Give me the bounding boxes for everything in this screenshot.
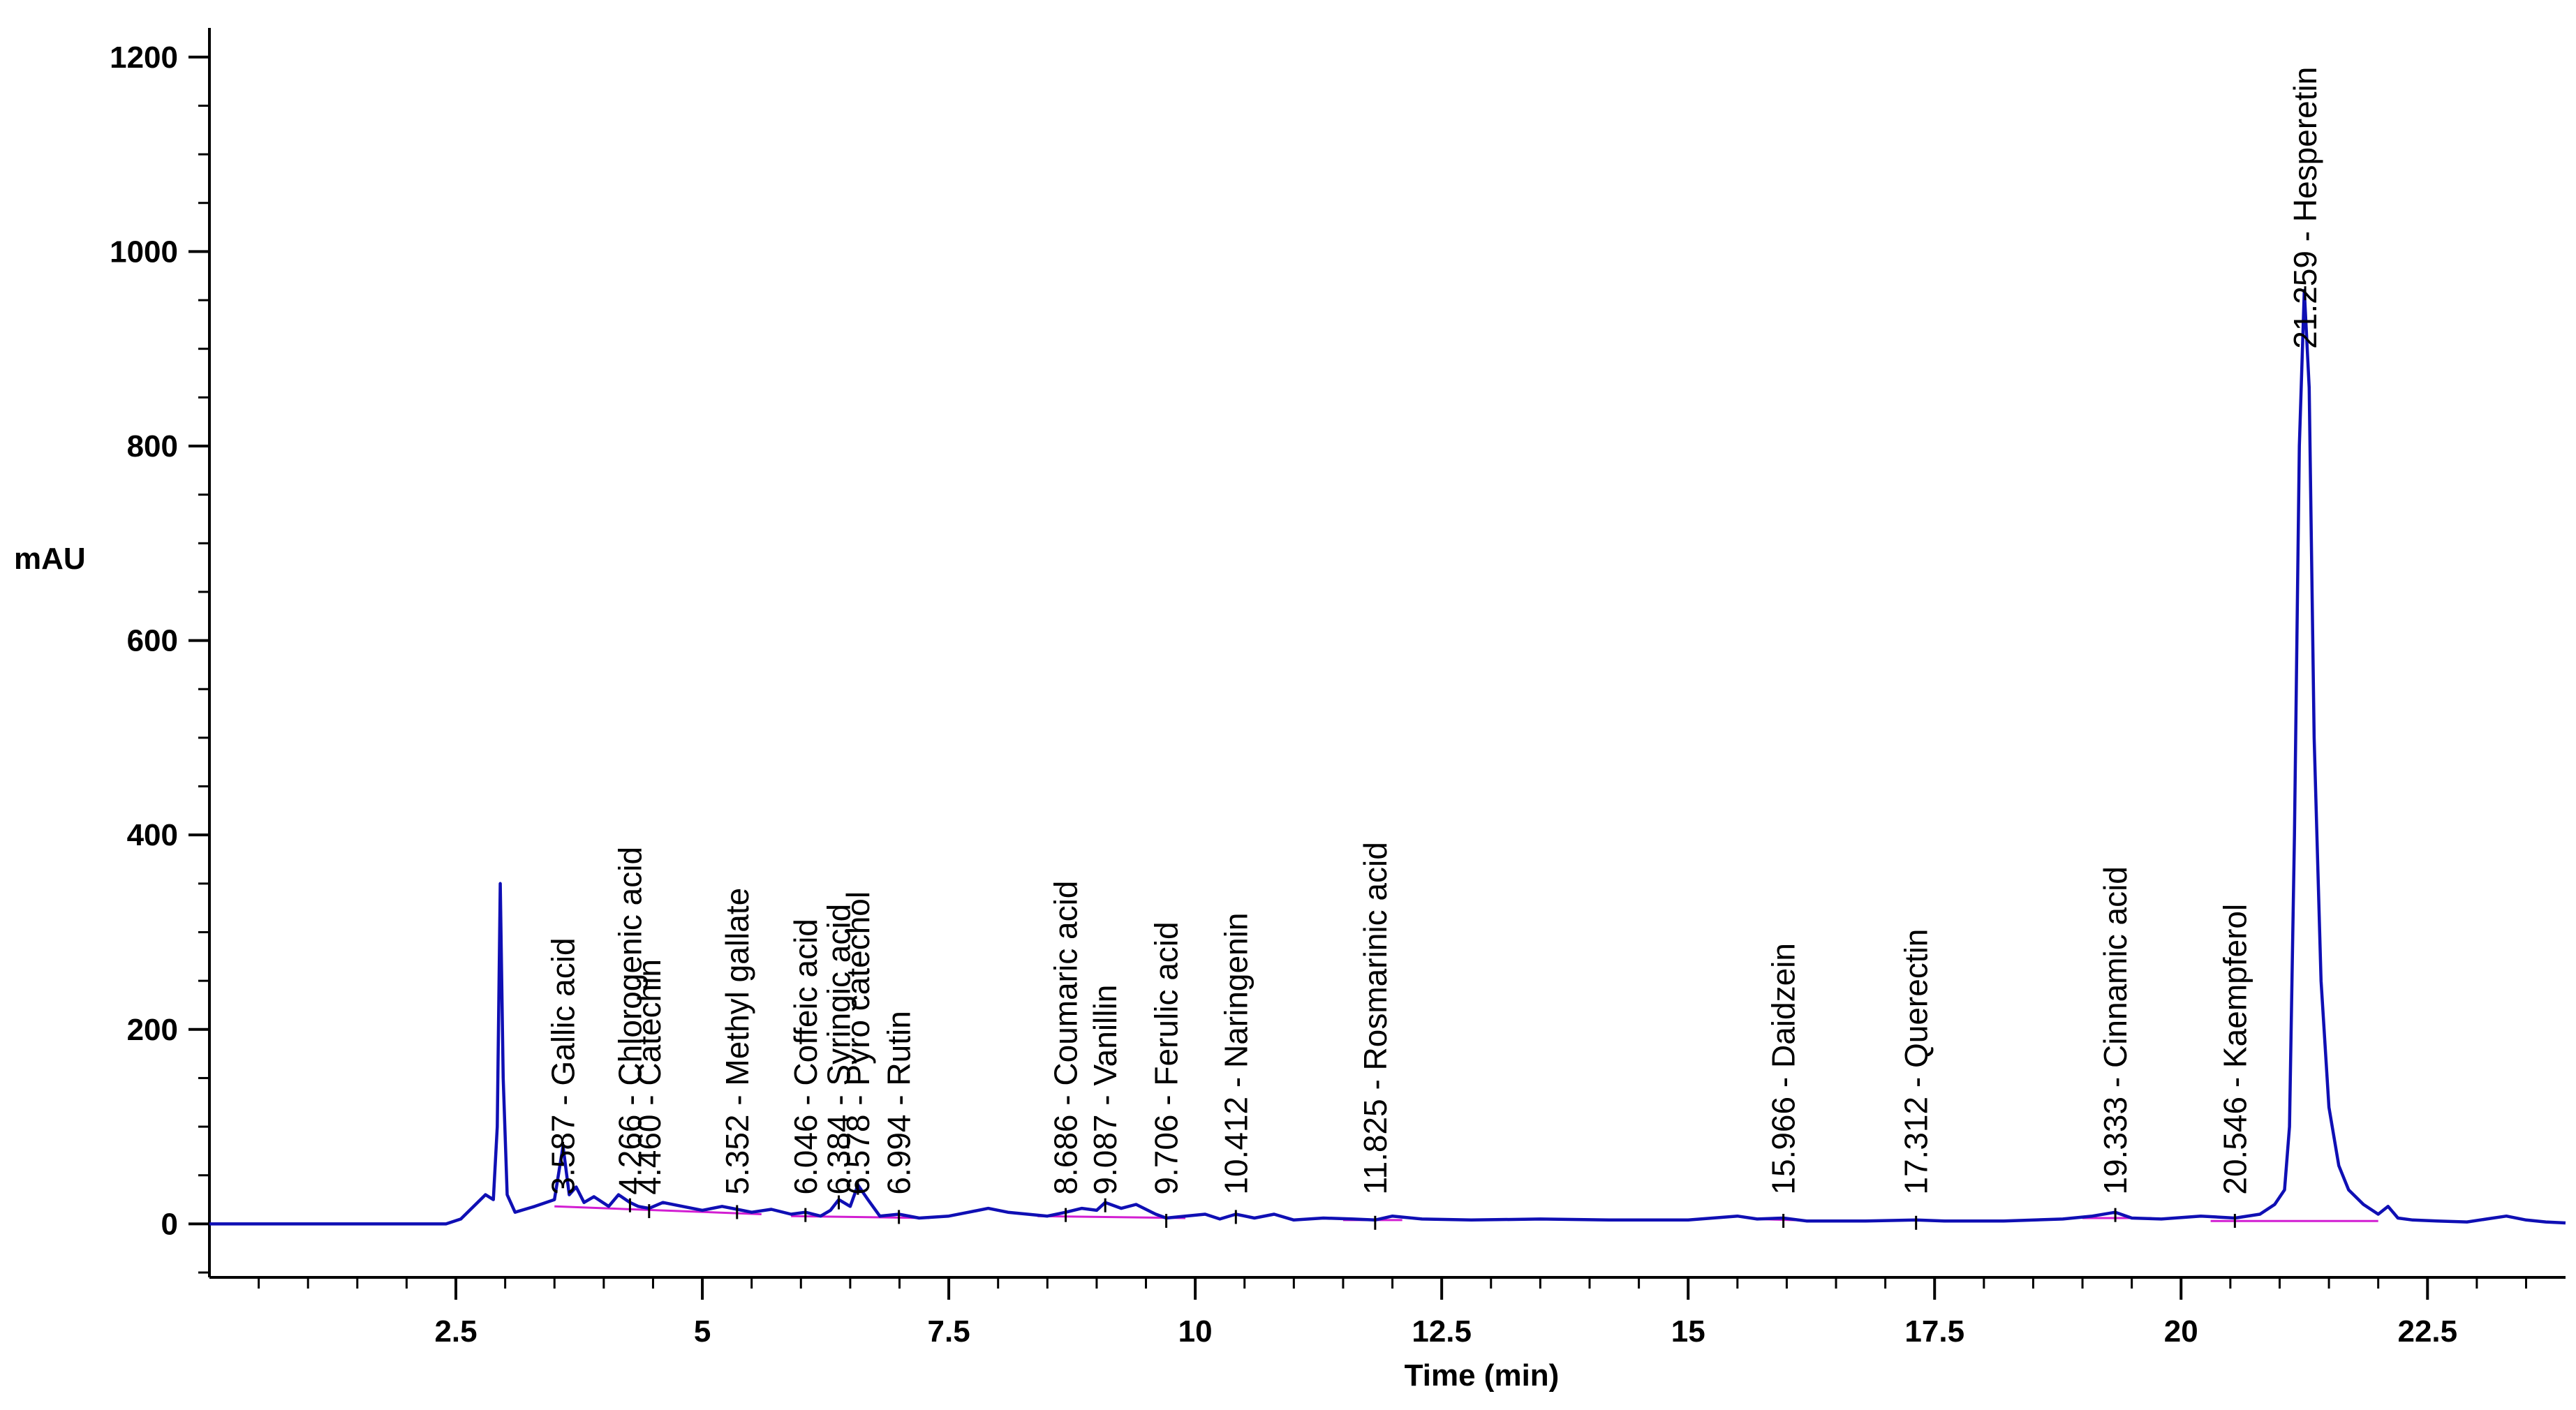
x-tick-label: 20 <box>2164 1314 2198 1349</box>
peak-markers <box>562 286 2307 1230</box>
peak-label: 17.312 - Querectin <box>1898 929 1934 1195</box>
peak-label: 19.333 - Cinnamic acid <box>2097 866 2133 1194</box>
y-tick-label: 800 <box>127 429 178 463</box>
peak-label: 11.825 - Rosmarinic acid <box>1357 842 1393 1194</box>
peak-label: 6.046 - Coffeic acid <box>787 919 824 1195</box>
peak-label: 6.384 - Syringic acid <box>821 904 857 1195</box>
peak-label: 3.587 - Gallic acid <box>545 937 582 1194</box>
baselines <box>554 1205 2378 1222</box>
peak-label: 20.546 - Kaempferol <box>2216 904 2253 1195</box>
peak-label: 15.966 - Daidzein <box>1766 943 1802 1195</box>
peak-label: 8.686 - Coumaric acid <box>1048 881 1084 1195</box>
integration-baseline <box>791 1215 929 1219</box>
y-tick-label: 600 <box>127 624 178 658</box>
x-tick-label: 5 <box>694 1314 711 1349</box>
peak-label: 4.266 - Chlorogenic acid <box>612 847 648 1195</box>
y-tick-label: 0 <box>161 1207 178 1241</box>
peak-labels: 3.587 - Gallic acid 4.266 - Chlorogenic a… <box>545 67 2324 1195</box>
integration-baseline <box>1037 1215 1186 1219</box>
x-tick-label: 17.5 <box>1904 1314 1964 1349</box>
ticks <box>188 55 2528 1300</box>
peak-label: 10.412 - Naringenin <box>1217 913 1254 1195</box>
x-tick-label: 22.5 <box>2397 1314 2457 1349</box>
y-tick-label: 200 <box>127 1013 178 1047</box>
peak-label: 5.352 - Methyl gallate <box>719 888 755 1195</box>
peak-label: 4.460 - Catechin <box>631 959 667 1195</box>
y-tick-label: 1000 <box>110 235 178 269</box>
peak-label: 6.578 - Pyro catechol <box>840 891 876 1195</box>
peak-label: 6.994 - Rutin <box>881 1011 917 1194</box>
x-tick-label: 7.5 <box>928 1314 970 1349</box>
integration-baseline <box>554 1205 762 1215</box>
peak-label: 21.259 - Hesperetin <box>2287 67 2323 349</box>
x-axis-title: Time (min) <box>1405 1358 1560 1393</box>
tick-labels: 0 200 400 600 800 1000 1200 2.5 5 7.5 10 12.5 15 17.5… <box>110 40 2457 1349</box>
chromatogram-trace <box>209 288 2566 1226</box>
peak-label: 9.087 - Vanillin <box>1087 985 1123 1195</box>
y-tick-label: 1200 <box>110 40 178 75</box>
y-axis-title: mAU <box>14 542 86 576</box>
x-tick-label: 10 <box>1178 1314 1213 1349</box>
x-tick-label: 15 <box>1671 1314 1705 1349</box>
axes <box>208 28 2566 1279</box>
x-tick-label: 2.5 <box>434 1314 477 1349</box>
peak-label: 9.706 - Ferulic acid <box>1148 921 1185 1194</box>
y-tick-label: 400 <box>127 818 178 852</box>
x-tick-label: 12.5 <box>1412 1314 1472 1349</box>
